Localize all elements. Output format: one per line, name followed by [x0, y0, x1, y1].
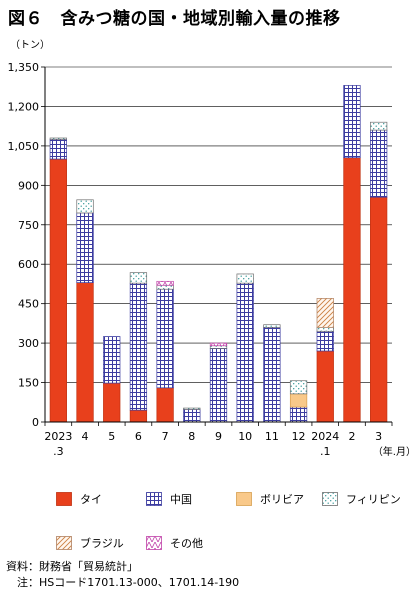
x-tick-sublabel: .3 [53, 445, 64, 458]
y-tick-label: 1,050 [8, 140, 40, 153]
legend-item-bolivia: ボリビア [236, 491, 304, 507]
legend-label-philippines: フィリピン [346, 493, 401, 506]
bar-china [289, 406, 308, 423]
bar-china [129, 282, 148, 411]
y-tick-label: 1,350 [8, 61, 40, 74]
legend-item-china: 中国 [146, 491, 192, 507]
bar-china [183, 409, 201, 423]
x-tick-label: 10 [238, 430, 252, 443]
legend-label-china: 中国 [170, 493, 192, 506]
y-tick-label: 0 [32, 416, 39, 429]
bar-china [370, 129, 388, 198]
bar-philippines [129, 272, 148, 284]
y-tick-label: 150 [18, 377, 39, 390]
bar-bolivia [289, 393, 308, 408]
x-tick-label: 8 [188, 430, 195, 443]
bar-philippines [156, 284, 174, 290]
stacked-bar-chart: 0 150 300 450 600 750 900 1,050 1,200 1,350 2023 .3… [8, 61, 417, 458]
bar-china [263, 326, 281, 423]
legend-label-bolivia: ボリビア [260, 493, 304, 506]
legend-swatch-china [146, 492, 162, 506]
bar-philippines [76, 199, 94, 214]
legend-swatch-philippines [322, 492, 338, 506]
chart-title: 図６ 含みつ糖の国・地域別輸入量の推移 [8, 9, 341, 29]
bar-china [156, 288, 174, 389]
bar-philippines [183, 407, 201, 410]
footnote: 注：HSコード1701.13-000、1701.14-190 [6, 576, 240, 589]
x-tick-sublabel: .1 [320, 445, 331, 458]
bar-philippines [49, 137, 67, 140]
x-tick-label: 12 [292, 430, 306, 443]
bar-thai [316, 350, 334, 423]
y-tick-label: 600 [18, 258, 39, 271]
bar-thai [49, 158, 67, 423]
bar-thai [156, 387, 174, 423]
tick-labels: 0 150 300 450 600 750 900 1,050 1,200 1,350 2023 .3… [8, 61, 417, 458]
legend-item-philippines: フィリピン [322, 491, 401, 507]
y-axis-unit-label: （トン） [10, 40, 50, 51]
legend-swatch-other [146, 536, 162, 550]
x-tick-label: 9 [215, 430, 222, 443]
grid-lines [45, 66, 392, 383]
y-tick-label: 450 [18, 298, 39, 311]
legend-swatch-brazil [56, 536, 72, 550]
bar-thai [76, 282, 94, 423]
y-tick-label: 750 [18, 219, 39, 232]
bar-china [103, 336, 121, 384]
bar-thai [343, 157, 361, 423]
bar-philippines [316, 326, 334, 332]
x-tick-label: 5 [108, 430, 115, 443]
legend-label-other: その他 [170, 537, 203, 550]
x-tick-label: 2023 [44, 430, 72, 443]
bar-thai [129, 409, 148, 423]
x-tick-label: 6 [135, 430, 142, 443]
y-tick-label: 300 [18, 337, 39, 350]
bar-china [343, 85, 361, 159]
x-axis-unit-label: （年.月） [373, 445, 416, 458]
legend-item-brazil: ブラジル [56, 535, 124, 551]
bar-philippines [263, 324, 281, 328]
legend-row-2: ブラジル その他 [0, 534, 420, 554]
bar-china [316, 330, 334, 352]
bar-china [236, 282, 254, 423]
bar-thai [103, 382, 121, 423]
x-tick-label: 11 [265, 430, 279, 443]
bar-other [156, 280, 174, 286]
y-tick-label: 900 [18, 179, 39, 192]
legend-swatch-bolivia [236, 492, 252, 506]
legend-row-1: タイ 中国 ボリビア フィリピン [0, 490, 420, 510]
legend-swatch-thai [56, 492, 72, 506]
x-tick-label: 4 [82, 430, 89, 443]
legend-item-other: その他 [146, 535, 203, 551]
bar-other [209, 342, 228, 347]
bar-philippines [370, 121, 388, 131]
bar-thai [370, 196, 388, 423]
bar-china [209, 348, 228, 423]
x-tick-label: 7 [162, 430, 169, 443]
bar-china [76, 212, 94, 283]
x-tick-label: 2024 [311, 430, 339, 443]
legend-label-brazil: ブラジル [80, 537, 124, 550]
legend-label-thai: タイ [80, 493, 102, 506]
bars [49, 85, 388, 423]
x-tick-label: 2 [348, 430, 355, 443]
x-tick-label: 3 [375, 430, 382, 443]
bar-philippines [289, 380, 308, 395]
legend-item-thai: タイ [56, 491, 102, 507]
bar-philippines [236, 273, 254, 284]
source-note: 資料：財務省「貿易統計」 [6, 560, 138, 573]
bar-philippines [209, 345, 228, 349]
bar-china [49, 138, 67, 160]
bar-brazil [316, 298, 334, 328]
y-tick-label: 1,200 [8, 100, 40, 113]
axes [41, 66, 393, 426]
